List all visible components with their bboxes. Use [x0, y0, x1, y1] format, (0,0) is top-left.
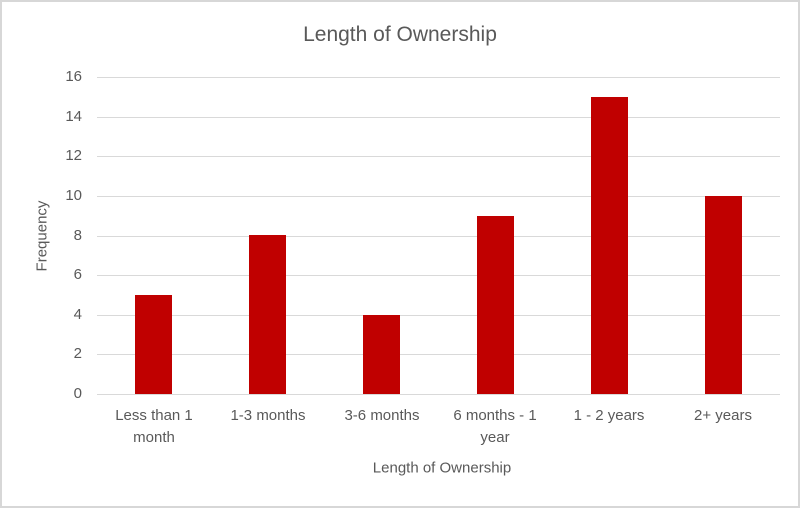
y-tick-label: 0 [73, 385, 82, 402]
y-tick-label: 12 [65, 147, 82, 164]
y-tick-label: 14 [65, 108, 82, 125]
bar-1-2-years [591, 97, 628, 394]
bar-2-years [705, 196, 742, 394]
bar-3-6-months [363, 315, 400, 394]
y-tick-label: 6 [73, 266, 82, 283]
gridline [97, 196, 780, 197]
bar-6-months-1-year [477, 216, 514, 394]
y-tick-label: 8 [73, 227, 82, 244]
x-category-label: 1-3 months [230, 407, 306, 424]
gridline [97, 275, 780, 276]
gridline [97, 315, 780, 316]
y-tick-label: 10 [65, 187, 82, 204]
x-category-label: 1 - 2 years [573, 407, 645, 424]
x-category-label: 6 months - 1 year [453, 407, 537, 446]
gridline [97, 117, 780, 118]
plot-area [97, 77, 780, 395]
y-tick-label: 4 [73, 306, 82, 323]
x-axis-title: Length of Ownership [372, 459, 512, 477]
gridline [97, 77, 780, 78]
bar-1-3-months [249, 235, 286, 394]
gridline [97, 394, 780, 395]
chart-title: Length of Ownership [303, 23, 497, 46]
y-tick-label: 2 [73, 345, 82, 362]
x-category-label: Less than 1 month [115, 407, 193, 446]
bar-less-than-1-month [135, 295, 172, 394]
gridline [97, 354, 780, 355]
x-category-label: 3-6 months [344, 407, 420, 424]
y-tick-label: 16 [65, 68, 82, 85]
gridline [97, 156, 780, 157]
gridline [97, 236, 780, 237]
x-category-label: 2+ years [694, 407, 752, 424]
